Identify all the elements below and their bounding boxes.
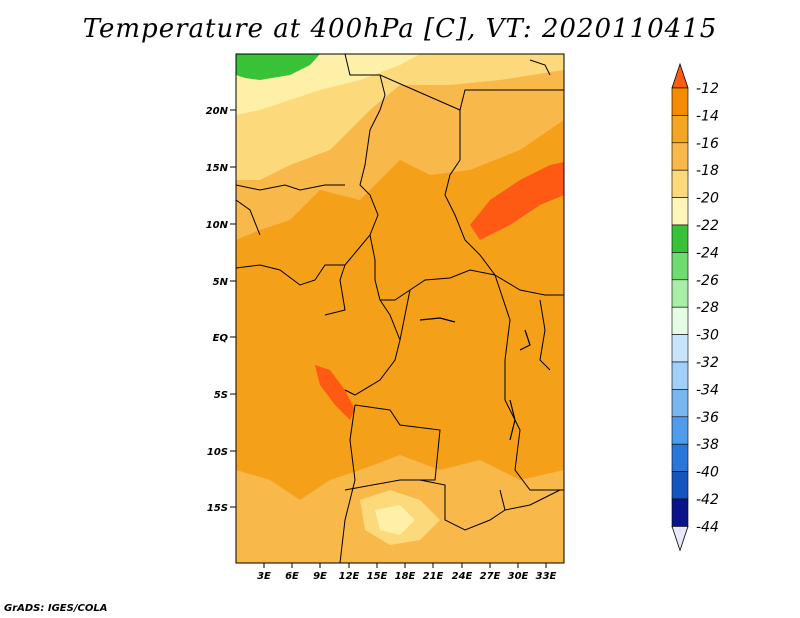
colorbar-label: -44 [696,519,719,535]
lat-label-20n: 20N [206,106,229,117]
chart-title: Temperature at 400hPa [C], VT: 202011041… [82,14,718,44]
colorbar-label: -40 [696,465,719,481]
lon-label-15e: 15E [367,571,388,582]
lon-label-21e: 21E [423,571,444,582]
lat-label-10n: 10N [206,220,229,231]
colorbar-label: -38 [696,437,719,453]
colorbar-label: -22 [696,218,719,234]
colorbar-label: -16 [696,136,719,152]
lat-label-eq: EQ [213,333,229,344]
colorbar-label: -42 [696,492,719,508]
colorbar-label: -36 [696,410,719,426]
colorbar-swatch [671,334,689,363]
colorbar-swatch [671,416,689,445]
lon-label-9e: 9E [313,571,327,582]
lon-label-24e: 24E [452,571,473,582]
lon-label-30e: 30E [508,571,529,582]
map-frame [235,53,565,564]
lat-label-10s: 10S [207,447,228,458]
colorbar-label: -12 [696,81,719,97]
lakes [419,317,531,441]
colorbar-label: -30 [696,328,719,344]
colorbar-label: -20 [696,191,719,207]
colorbar-swatch [671,197,689,226]
colorbar-arrow-bottom [671,526,689,552]
lat-axis: 20N 15N 10N 5N EQ 5S 10S 15S [206,106,236,514]
lon-label-18e: 18E [395,571,416,582]
colorbar-swatch [671,389,689,418]
colorbar-label: -18 [696,163,719,179]
temperature-field-streak-coast [315,365,355,420]
colorbar-label: -32 [696,355,719,371]
colorbar: -12 -14 -16 -18 -20 -22 -24 -26 -28 -30 -32 -34 -36 -… [671,62,719,552]
colorbar-swatch [671,142,689,171]
lon-label-33e: 33E [536,571,557,582]
colorbar-label: -34 [696,382,719,398]
colorbar-swatch [671,361,689,390]
temperature-field-streak-ne [470,162,564,240]
colorbar-label: -28 [696,300,719,316]
colorbar-swatch [671,252,689,281]
lon-axis: 3E 6E 9E 12E 15E 18E 21E 24E 27E 30E 33E [257,563,557,582]
grads-credit: GrADS: IGES/COLA [4,603,108,614]
colorbar-swatch [671,169,689,198]
colorbar-swatch [671,443,689,472]
colorbar-swatch [671,279,689,308]
colorbar-arrow-top [671,62,689,89]
colorbar-swatch [671,87,689,116]
colorbar-swatch [671,115,689,144]
colorbar-swatch [671,471,689,500]
lon-label-3e: 3E [257,571,271,582]
colorbar-swatch [671,498,689,527]
lat-label-5s: 5S [214,390,228,401]
colorbar-label: -24 [696,245,719,261]
colorbar-swatch [671,224,689,253]
lon-label-27e: 27E [480,571,501,582]
colorbar-swatch [671,306,689,335]
colorbar-label: -26 [696,273,719,289]
temperature-field-green-patch [236,54,320,80]
lat-label-15s: 15S [207,503,228,514]
map-panel [235,53,565,564]
country-borders [236,54,564,563]
lon-label-12e: 12E [339,571,360,582]
lat-label-15n: 15N [206,163,229,174]
lat-label-5n: 5N [213,277,229,288]
temperature-field-south-22 [375,505,415,535]
lon-label-6e: 6E [285,571,299,582]
colorbar-label: -14 [696,108,719,124]
